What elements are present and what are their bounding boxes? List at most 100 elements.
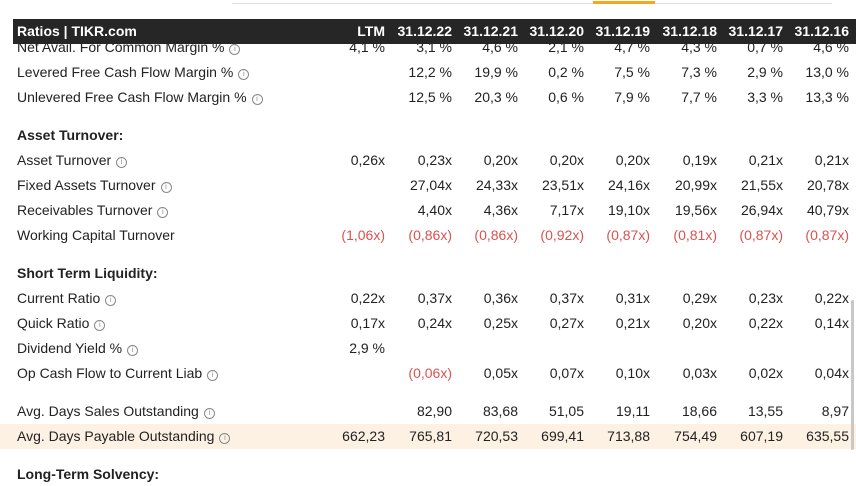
table-cell: (0,92x) (540, 227, 584, 243)
info-icon[interactable]: i (127, 345, 139, 356)
table-cell: 27,04x (409, 177, 452, 193)
header-col-31-12-18[interactable]: 31.12.18 (662, 23, 718, 39)
table-cell: 0,21x (814, 152, 849, 168)
row-label-text: Asset Turnover (17, 152, 112, 168)
table-cell: 4,1 % (349, 44, 385, 55)
table-cell: 7,17x (549, 202, 584, 218)
table-cell: 0,10x (615, 365, 650, 381)
table-cell: 7,3 % (681, 64, 717, 80)
ratios-table-body: Net Avail. For Common Margin % i 4,1 % 3,1 … (0, 44, 856, 486)
row-label-text: Avg. Days Sales Outstanding (17, 403, 199, 419)
table-cell: 24,16x (607, 177, 650, 193)
table-cell: 40,79x (806, 202, 849, 218)
table-row: Net Avail. For Common Margin % i 4,1 % 3,1 … (0, 44, 856, 60)
row-label-text: Current Ratio (17, 290, 101, 306)
table-cell: 0,6 % (548, 89, 584, 105)
row-label-text: Net Avail. For Common Margin % (17, 44, 225, 55)
table-cell: 51,05 (548, 403, 584, 419)
row-label: Op Cash Flow to Current Liab i (17, 365, 219, 381)
table-cell: 0,21x (748, 152, 783, 168)
table-cell: 0,22x (814, 290, 849, 306)
section-header: Long-Term Solvency: (0, 462, 856, 486)
table-cell: 713,88 (607, 428, 650, 444)
table-cell: 12,5 % (408, 89, 452, 105)
table-cell: 4,6 % (482, 44, 518, 55)
row-label-text: Asset Turnover: (17, 127, 124, 143)
header-col-31-12-21[interactable]: 31.12.21 (463, 23, 519, 39)
section-header: Asset Turnover: (0, 123, 856, 148)
row-label: Current Ratio i (17, 290, 117, 306)
table-cell: (0,06x) (408, 365, 452, 381)
header-col-31-12-16[interactable]: 31.12.16 (794, 23, 850, 39)
table-cell: (0,86x) (474, 227, 518, 243)
table-cell: 83,68 (482, 403, 518, 419)
header-col-31-12-17[interactable]: 31.12.17 (728, 23, 784, 39)
table-cell: 2,1 % (548, 44, 584, 55)
header-col-ltm[interactable]: LTM (357, 23, 385, 39)
info-icon[interactable]: i (160, 182, 172, 193)
table-cell: 4,36x (483, 202, 518, 218)
table-cell: 0,14x (814, 315, 849, 331)
row-label: Working Capital Turnover (17, 227, 175, 243)
table-cell: 0,37x (549, 290, 584, 306)
info-icon[interactable]: i (229, 44, 241, 55)
table-cell: 0,2 % (548, 64, 584, 80)
row-label-text: Working Capital Turnover (17, 227, 175, 243)
table-cell: 0,23x (417, 152, 452, 168)
table-cell: 635,55 (806, 428, 849, 444)
table-cell: 23,51x (541, 177, 584, 193)
active-tab-indicator (593, 1, 655, 4)
info-icon[interactable]: i (207, 370, 219, 381)
row-label-text: Op Cash Flow to Current Liab (17, 365, 203, 381)
row-label-text: Avg. Days Payable Outstanding (17, 428, 215, 444)
table-cell: 82,90 (416, 403, 452, 419)
row-label: Avg. Days Payable Outstanding i (17, 428, 231, 444)
table-cell: 26,94x (740, 202, 783, 218)
table-cell: 0,21x (615, 315, 650, 331)
header-col-31-12-19[interactable]: 31.12.19 (595, 23, 651, 39)
table-cell: 0,07x (549, 365, 584, 381)
table-cell: 13,3 % (805, 89, 849, 105)
table-cell: 0,26x (350, 152, 385, 168)
info-icon[interactable]: i (219, 433, 231, 444)
table-cell: 21,55x (740, 177, 783, 193)
info-icon[interactable]: i (116, 157, 128, 168)
table-cell: 3,1 % (416, 44, 452, 55)
info-icon[interactable]: i (105, 295, 117, 306)
table-cell: 20,99x (674, 177, 717, 193)
table-cell: (0,87x) (739, 227, 783, 243)
section-label: Asset Turnover: (17, 127, 123, 143)
info-icon[interactable]: i (238, 69, 250, 80)
header-col-31-12-20[interactable]: 31.12.20 (529, 23, 585, 39)
row-label-text: Quick Ratio (17, 315, 90, 331)
header-col-31-12-22[interactable]: 31.12.22 (397, 23, 453, 39)
table-cell: 19,56x (674, 202, 717, 218)
info-icon[interactable]: i (94, 320, 106, 331)
row-label-text: Fixed Assets Turnover (17, 177, 156, 193)
table-cell: (1,06x) (341, 227, 385, 243)
scrollbar-thumb[interactable] (851, 300, 854, 450)
table-cell: 0,17x (350, 315, 385, 331)
table-cell: 20,78x (806, 177, 849, 193)
table-cell: 3,3 % (747, 89, 783, 105)
info-icon[interactable]: i (157, 207, 169, 218)
table-row: Dividend Yield % i 2,9 % (0, 336, 856, 361)
table-row: Unlevered Free Cash Flow Margin % i 12,5 %… (0, 85, 856, 110)
row-label-text: Unlevered Free Cash Flow Margin % (17, 89, 247, 105)
table-row: Levered Free Cash Flow Margin % i 12,2 % 19… (0, 60, 856, 85)
table-row: Quick Ratio i 0,17x 0,24x 0,25x 0,27x 0,21x 0,2… (0, 311, 856, 336)
table-cell: 19,10x (607, 202, 650, 218)
row-label-text: Levered Free Cash Flow Margin % (17, 64, 234, 80)
table-cell: 720,53 (475, 428, 518, 444)
table-cell: 0,29x (682, 290, 717, 306)
table-cell: 0,37x (417, 290, 452, 306)
row-label: Levered Free Cash Flow Margin % i (17, 64, 250, 80)
info-icon[interactable]: i (203, 408, 215, 419)
info-icon[interactable]: i (251, 94, 263, 105)
row-label: Fixed Assets Turnover i (17, 177, 172, 193)
section-header: Short Term Liquidity: (0, 261, 856, 286)
table-cell: 0,05x (483, 365, 518, 381)
table-cell: 0,19x (682, 152, 717, 168)
row-label: Net Avail. For Common Margin % i (17, 44, 241, 55)
section-label: Short Term Liquidity: (17, 265, 158, 281)
